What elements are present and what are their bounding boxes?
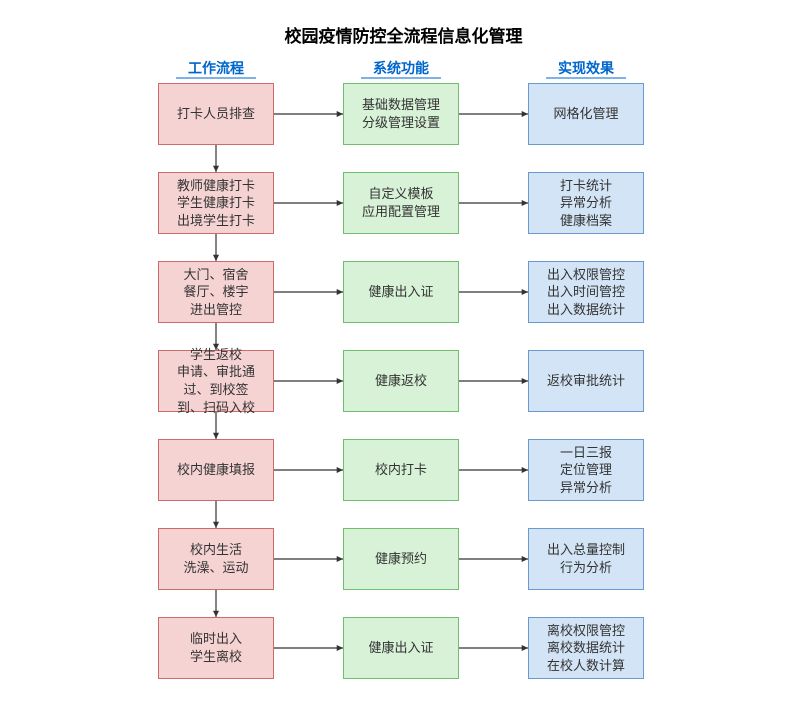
workflow-box-1: 打卡人员排查: [158, 83, 274, 145]
system-box-1: 基础数据管理 分级管理设置: [343, 83, 459, 145]
workflow-box-6: 校内生活 洗澡、运动: [158, 528, 274, 590]
effect-box-7: 离校权限管控 离校数据统计 在校人数计算: [528, 617, 644, 679]
flowchart-canvas: 校园疫情防控全流程信息化管理 工作流程 系统功能 实现效果打卡人员排查 基础数据管理 …: [0, 0, 807, 722]
system-box-2: 自定义模板 应用配置管理: [343, 172, 459, 234]
effect-box-6: 出入总量控制 行为分析: [528, 528, 644, 590]
effect-box-3: 出入权限管控 出入时间管控 出入数据统计: [528, 261, 644, 323]
effect-box-1: 网格化管理: [528, 83, 644, 145]
system-box-4: 健康返校: [343, 350, 459, 412]
effect-box-4: 返校审批统计: [528, 350, 644, 412]
column-header-1: 工作流程: [176, 58, 256, 78]
system-box-6: 健康预约: [343, 528, 459, 590]
workflow-box-5: 校内健康填报: [158, 439, 274, 501]
page-title: 校园疫情防控全流程信息化管理: [0, 22, 807, 47]
effect-box-5: 一日三报 定位管理 异常分析: [528, 439, 644, 501]
effect-box-2: 打卡统计 异常分析 健康档案: [528, 172, 644, 234]
system-box-7: 健康出入证: [343, 617, 459, 679]
system-box-5: 校内打卡: [343, 439, 459, 501]
column-header-2: 系统功能: [361, 58, 441, 78]
workflow-box-3: 大门、宿舍 餐厅、楼宇 进出管控: [158, 261, 274, 323]
workflow-box-4: 学生返校 申请、审批通 过、到校签 到、扫码入校: [158, 350, 274, 412]
column-header-3: 实现效果: [546, 58, 626, 78]
workflow-box-7: 临时出入 学生离校: [158, 617, 274, 679]
workflow-box-2: 教师健康打卡 学生健康打卡 出境学生打卡: [158, 172, 274, 234]
system-box-3: 健康出入证: [343, 261, 459, 323]
